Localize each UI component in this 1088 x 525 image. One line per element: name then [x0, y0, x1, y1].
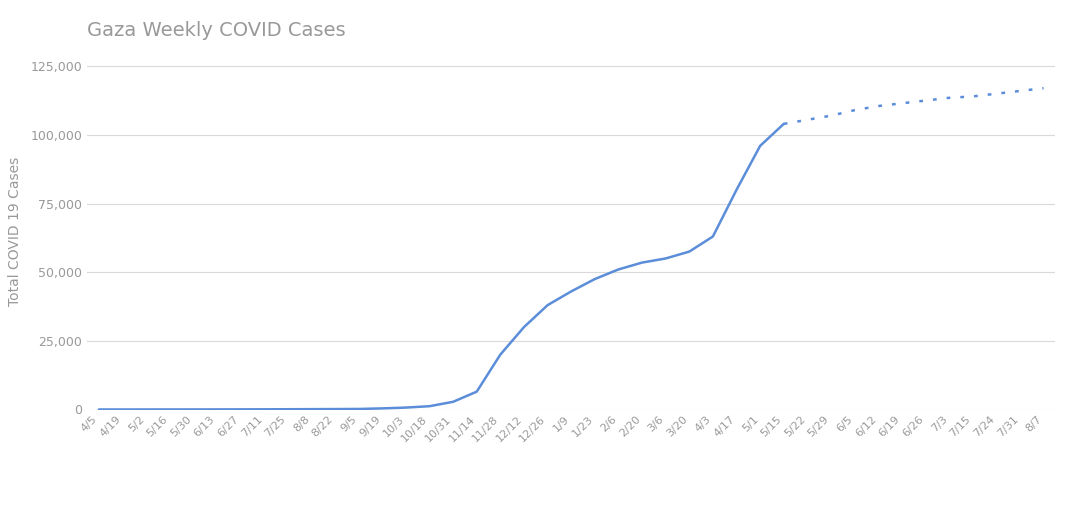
Text: Gaza Weekly COVID Cases: Gaza Weekly COVID Cases	[87, 21, 346, 40]
Y-axis label: Total COVID 19 Cases: Total COVID 19 Cases	[8, 156, 22, 306]
